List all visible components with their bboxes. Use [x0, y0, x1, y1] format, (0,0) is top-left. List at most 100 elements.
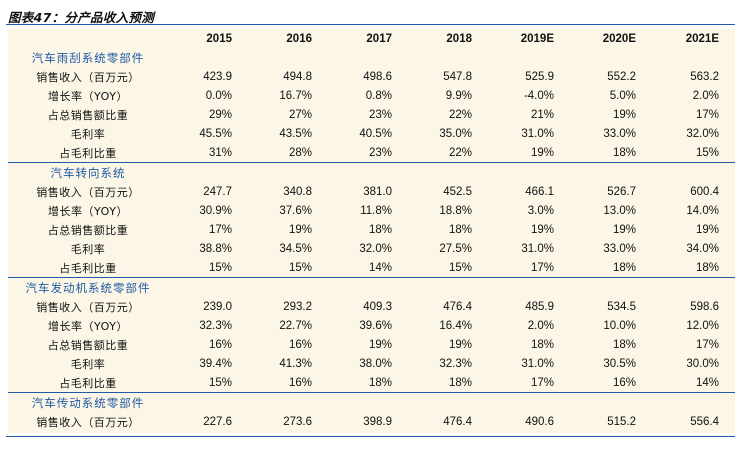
section-header-cell	[328, 48, 408, 67]
value-cell: -4.0%	[523, 89, 554, 102]
value-cell: 37.6%	[279, 204, 312, 217]
value-cell: 30.9%	[199, 204, 232, 217]
value-cell: 18%	[448, 223, 472, 236]
section-header-row: 汽车雨刮系统零部件	[8, 48, 735, 67]
value-cell: 18%	[368, 223, 392, 236]
value-cell: 33.0%	[603, 242, 636, 255]
year-header: 2017	[366, 32, 392, 45]
value-cell: 14%	[695, 376, 719, 389]
value-cell: 22%	[448, 108, 472, 121]
header-row: 2015 2016 2017 2018 2019E 2020E 2021E	[8, 29, 735, 48]
section-header-cell	[488, 277, 570, 297]
value-cell: 23%	[368, 146, 392, 159]
value-cell: 273.6	[283, 415, 312, 428]
table-row: 毛利率 45.5% 43.5% 40.5% 35.0% 31.0% 33.0% 32.0%	[8, 124, 735, 143]
value-cell: 35.0%	[439, 127, 472, 140]
value-cell: 40.5%	[359, 127, 392, 140]
row-label: 销售收入（百万元）	[36, 70, 140, 84]
value-cell: 41.3%	[279, 357, 312, 370]
value-cell: 526.7	[607, 185, 636, 198]
section-title: 汽车传动系统零部件	[8, 392, 168, 412]
section-header-row: 汽车发动机系统零部件	[8, 277, 735, 297]
table-row: 占总销售额比重 16% 16% 19% 19% 18% 18% 17%	[8, 335, 735, 354]
row-label: 占毛利比重	[59, 376, 117, 390]
bottom-rule	[6, 436, 735, 437]
value-cell: 33.0%	[603, 127, 636, 140]
value-cell: 19%	[612, 223, 636, 236]
value-cell: 15%	[288, 261, 312, 274]
value-cell: 19%	[530, 146, 554, 159]
table-row: 毛利率 39.4% 41.3% 38.0% 32.3% 31.0% 30.5% 30.0%	[8, 354, 735, 373]
value-cell: 515.2	[607, 415, 636, 428]
value-cell: 22%	[448, 146, 472, 159]
table-row: 增长率（YOY） 32.3% 22.7% 39.6% 16.4% 2.0% 10.0% 12.…	[8, 316, 735, 335]
section-header-cell	[408, 162, 488, 182]
value-cell: 227.6	[203, 415, 232, 428]
value-cell: 27%	[288, 108, 312, 121]
section-header-cell	[168, 277, 248, 297]
row-label: 毛利率	[70, 242, 106, 256]
row-label: 销售收入（百万元）	[36, 415, 140, 429]
section-header-cell	[488, 48, 570, 67]
forecast-table-container: 2015 2016 2017 2018 2019E 2020E 2021E 汽车…	[8, 29, 735, 433]
section-header-cell	[328, 162, 408, 182]
section-header-cell	[570, 277, 652, 297]
row-label: 占毛利比重	[59, 146, 117, 160]
value-cell: 18%	[448, 376, 472, 389]
value-cell: 15%	[208, 261, 232, 274]
row-label: 占总销售额比重	[47, 223, 129, 237]
value-cell: 32.3%	[199, 319, 232, 332]
value-cell: 10.0%	[603, 319, 636, 332]
value-cell: 534.5	[607, 300, 636, 313]
section-header-cell	[570, 162, 652, 182]
table-row: 销售收入（百万元） 247.7 340.8 381.0 452.5 466.1 526.7 6…	[8, 182, 735, 201]
table-row: 增长率（YOY） 0.0% 16.7% 0.8% 9.9% -4.0% 5.0% 2.0%	[8, 86, 735, 105]
section-title: 汽车雨刮系统零部件	[31, 50, 145, 65]
section-title: 汽车转向系统	[8, 162, 168, 182]
value-cell: 18%	[695, 261, 719, 274]
value-cell: 11.8%	[360, 204, 392, 217]
value-cell: 28%	[288, 146, 312, 159]
value-cell: 5.0%	[609, 89, 636, 102]
row-label: 增长率（YOY）	[48, 89, 128, 103]
value-cell: 29%	[208, 108, 232, 121]
section-header-cell	[488, 392, 570, 412]
section-header-cell	[652, 48, 735, 67]
value-cell: 3.0%	[527, 204, 554, 217]
value-cell: 18%	[612, 261, 636, 274]
value-cell: 15%	[695, 146, 719, 159]
value-cell: 16%	[612, 376, 636, 389]
value-cell: 409.3	[363, 300, 392, 313]
value-cell: 23%	[368, 108, 392, 121]
year-header: 2020E	[602, 32, 636, 45]
section-header-cell	[328, 277, 408, 297]
value-cell: 32.0%	[686, 127, 719, 140]
value-cell: 525.9	[525, 70, 554, 83]
value-cell: 19%	[695, 223, 719, 236]
section-header-cell	[408, 48, 488, 67]
value-cell: 398.9	[363, 415, 392, 428]
value-cell: 34.0%	[686, 242, 719, 255]
value-cell: 494.8	[283, 70, 312, 83]
value-cell: 2.0%	[692, 89, 719, 102]
section-header-row: 汽车传动系统零部件	[8, 392, 735, 412]
table-row: 占毛利比重 15% 15% 14% 15% 17% 18% 18%	[8, 258, 735, 278]
value-cell: 556.4	[690, 415, 719, 428]
value-cell: 19%	[612, 108, 636, 121]
year-header: 2016	[286, 32, 312, 45]
value-cell: 19%	[288, 223, 312, 236]
value-cell: 32.3%	[439, 357, 472, 370]
section-title: 汽车发动机系统零部件	[8, 277, 168, 297]
section-header-row: 汽车转向系统	[8, 162, 735, 182]
section-header-cell	[570, 392, 652, 412]
value-cell: 31.0%	[521, 357, 554, 370]
value-cell: 15%	[448, 261, 472, 274]
value-cell: 423.9	[203, 70, 232, 83]
value-cell: 563.2	[690, 70, 719, 83]
row-label: 销售收入（百万元）	[36, 185, 140, 199]
value-cell: 15%	[208, 376, 232, 389]
value-cell: 16%	[208, 338, 232, 351]
table-row: 销售收入（百万元） 239.0 293.2 409.3 476.4 485.9 534.5 5…	[8, 297, 735, 316]
value-cell: 22.7%	[279, 319, 312, 332]
value-cell: 16.7%	[279, 89, 312, 102]
